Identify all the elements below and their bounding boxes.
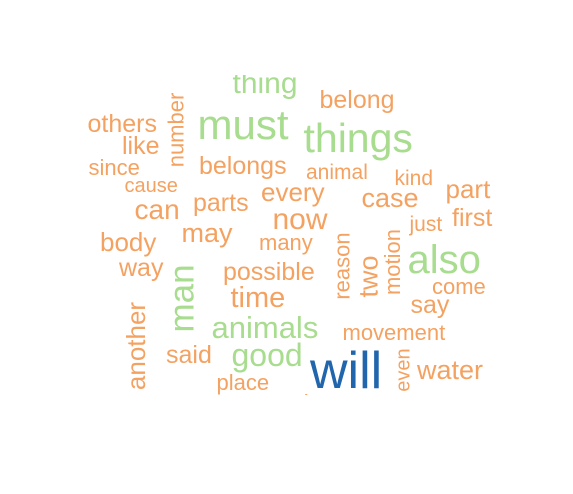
word-place: place: [216, 370, 270, 395]
word-good: good: [231, 337, 303, 373]
word-belong: belong: [319, 85, 395, 114]
word-cause: cause: [124, 175, 178, 197]
word-belongs: belongs: [199, 151, 287, 180]
word-two: two: [353, 254, 384, 298]
word-part: part: [445, 174, 491, 204]
word-many: many: [259, 230, 313, 255]
word-come: come: [432, 274, 486, 299]
word-always: always: [292, 392, 359, 396]
word-animal: animal: [306, 160, 368, 184]
word-motion: motion: [380, 228, 406, 296]
word-animals: animals: [211, 309, 319, 345]
word-reason: reason: [329, 232, 355, 300]
word-every: every: [261, 177, 325, 207]
word-water: water: [417, 354, 484, 385]
word-man: man: [162, 263, 202, 333]
word-like: like: [122, 131, 160, 160]
word-movement: movement: [342, 320, 446, 345]
word-may: may: [181, 217, 233, 248]
word-can: can: [134, 194, 180, 225]
word-first: first: [452, 203, 493, 232]
word-kind: kind: [394, 166, 434, 190]
word-thing: thing: [232, 75, 298, 100]
word-number: number: [162, 92, 188, 168]
word-since: since: [88, 155, 140, 180]
word-others: others: [87, 109, 157, 138]
word-say: say: [410, 290, 450, 319]
word-will: will: [310, 342, 383, 395]
word-possible: possible: [223, 257, 315, 286]
word-cloud-canvas: thing belong others must things number like sin…: [0, 75, 573, 395]
word-another: another: [121, 301, 152, 391]
word-parts: parts: [193, 188, 249, 217]
word-time: time: [230, 281, 286, 314]
word-body: body: [100, 227, 157, 257]
word-must: must: [197, 101, 289, 148]
word-even: even: [392, 348, 415, 392]
word-said: said: [166, 340, 212, 369]
word-case: case: [361, 182, 419, 213]
word-way: way: [119, 253, 164, 282]
word-also: also: [407, 238, 481, 282]
word-just: just: [409, 212, 443, 236]
word-now: now: [272, 203, 328, 236]
word-things: things: [303, 114, 413, 161]
